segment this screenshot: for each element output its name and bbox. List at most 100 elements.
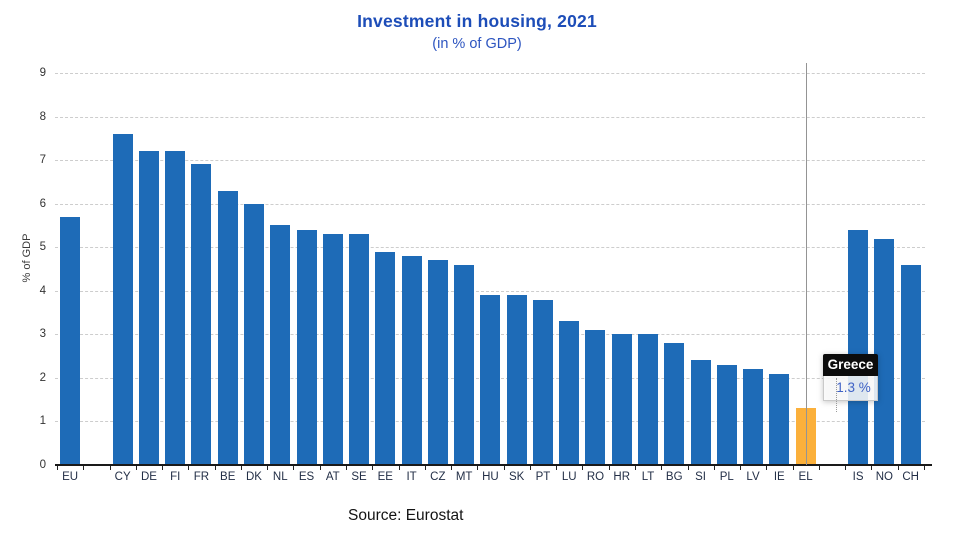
bar-slot-NO <box>871 73 897 465</box>
axis-tick <box>792 466 794 470</box>
x-tick-label-PL: PL <box>719 471 734 483</box>
bar-FI[interactable] <box>165 151 186 465</box>
axis-tick <box>582 466 584 470</box>
axis-tick <box>372 466 374 470</box>
bar-HR[interactable] <box>611 334 632 465</box>
x-tick-label-FI: FI <box>170 471 181 483</box>
bar-HU[interactable] <box>480 295 501 465</box>
bar-slot-IS <box>845 73 871 465</box>
x-tick-label-LU: LU <box>561 471 577 483</box>
gridline-6 <box>55 203 925 205</box>
bar-slot-SI <box>687 73 713 465</box>
bar-CH[interactable] <box>900 264 921 465</box>
bar-FR[interactable] <box>191 164 212 465</box>
y-tick-label-3: 3 <box>39 328 46 341</box>
bar-LT[interactable] <box>637 334 658 465</box>
chart-subtitle: (in % of GDP) <box>432 36 522 52</box>
axis-tick <box>214 466 216 470</box>
bar-SK[interactable] <box>506 295 527 465</box>
axis-tick <box>845 466 847 470</box>
bar-IT[interactable] <box>401 255 422 465</box>
bar-ES[interactable] <box>296 229 317 465</box>
bar-slot-empty <box>83 73 109 465</box>
bar-AT[interactable] <box>322 234 343 465</box>
bar-slot-CY <box>110 73 136 465</box>
bar-EU[interactable] <box>60 216 81 465</box>
gridline-8 <box>55 116 925 118</box>
bar-RO[interactable] <box>585 329 606 465</box>
bar-slot-HR <box>609 73 635 465</box>
x-tick-label-CH: CH <box>902 471 919 483</box>
bar-SI[interactable] <box>690 360 711 465</box>
bar-EE[interactable] <box>375 251 396 465</box>
bar-slot-DK <box>241 73 267 465</box>
y-tick-label-7: 7 <box>39 154 46 167</box>
x-tick-label-CZ: CZ <box>430 471 446 483</box>
bar-slot-EU <box>57 73 83 465</box>
bar-slot-LV <box>740 73 766 465</box>
axis-tick <box>293 466 295 470</box>
bar-slot-BE <box>215 73 241 465</box>
axis-tick <box>529 466 531 470</box>
y-tick-label-5: 5 <box>39 241 46 254</box>
gridline-7 <box>55 160 925 162</box>
axis-tick <box>424 466 426 470</box>
bar-slot-DE <box>136 73 162 465</box>
x-tick-label-EL: EL <box>798 471 813 483</box>
x-tick-label-BG: BG <box>665 471 683 483</box>
bar-slot-FI <box>162 73 188 465</box>
bar-slot-AT <box>320 73 346 465</box>
x-tick-label-CY: CY <box>114 471 131 483</box>
bar-NO[interactable] <box>874 238 895 465</box>
bar-EL[interactable] <box>795 408 816 465</box>
bar-CY[interactable] <box>112 133 133 465</box>
y-tick-label-0: 0 <box>39 459 46 471</box>
bar-PT[interactable] <box>532 299 553 465</box>
x-tick-label-PT: PT <box>535 471 551 483</box>
bar-LU[interactable] <box>559 321 580 465</box>
axis-tick <box>740 466 742 470</box>
tooltip: Greece 1.3 % <box>823 354 878 401</box>
bar-slot-ES <box>293 73 319 465</box>
x-tick-label-NL: NL <box>272 471 288 483</box>
bar-BG[interactable] <box>664 343 685 465</box>
axis-tick <box>451 466 453 470</box>
axis-tick <box>503 466 505 470</box>
axis-tick <box>83 466 85 470</box>
bar-IS[interactable] <box>848 229 869 465</box>
x-tick-label-NO: NO <box>875 471 893 483</box>
bar-DK[interactable] <box>243 203 264 465</box>
bar-CZ[interactable] <box>427 260 448 465</box>
x-tick-label-BE: BE <box>220 471 236 483</box>
bar-slot-SE <box>346 73 372 465</box>
x-tick-label-EU: EU <box>62 471 79 483</box>
axis-tick <box>477 466 479 470</box>
axis-tick <box>109 466 111 470</box>
x-tick-label-SE: SE <box>351 471 367 483</box>
bar-BE[interactable] <box>217 190 238 465</box>
axis-tick <box>924 466 925 470</box>
bars-layer <box>57 73 924 465</box>
axis-tick <box>635 466 636 470</box>
x-tick-label-MT: MT <box>455 471 473 483</box>
bar-NL[interactable] <box>270 225 291 465</box>
bar-SE[interactable] <box>349 234 370 465</box>
bar-slot-FR <box>188 73 214 465</box>
gridline-9 <box>55 73 925 74</box>
axis-tick <box>240 466 242 470</box>
x-tick-label-ES: ES <box>298 471 315 483</box>
y-tick-label-8: 8 <box>39 110 46 123</box>
axis-tick <box>57 466 58 470</box>
axis-tick <box>713 466 715 470</box>
bar-slot-LT <box>635 73 661 465</box>
bar-IE[interactable] <box>769 373 790 465</box>
axis-tick <box>687 466 689 470</box>
bar-DE[interactable] <box>138 151 159 465</box>
bar-LV[interactable] <box>743 369 764 465</box>
bar-slot-PT <box>530 73 556 465</box>
bar-PL[interactable] <box>716 364 737 465</box>
bar-MT[interactable] <box>454 264 475 465</box>
axis-tick <box>661 466 663 470</box>
bar-slot-NL <box>267 73 293 465</box>
bar-slot-SK <box>504 73 530 465</box>
